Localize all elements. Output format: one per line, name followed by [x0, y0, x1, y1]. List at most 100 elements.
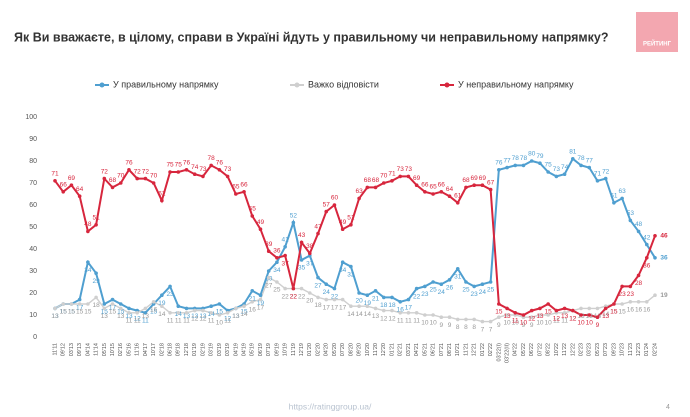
value-label: 13 [191, 313, 199, 320]
value-label: 8 [472, 324, 476, 331]
x-tick-label: 05'23 [595, 343, 601, 356]
point [299, 286, 304, 291]
point [307, 291, 312, 295]
point [546, 302, 550, 306]
x-tick-label: 04'22 [513, 343, 519, 356]
value-label: 11 [175, 318, 182, 325]
point [628, 300, 633, 304]
x-tick-label: 03'23 [587, 343, 593, 356]
value-label: 27 [265, 282, 273, 289]
value-label: 75 [175, 162, 183, 169]
point [612, 201, 616, 205]
value-label: 17 [257, 304, 265, 311]
x-tick-label: 01'19 [192, 343, 198, 356]
point [316, 231, 320, 236]
point [118, 181, 123, 185]
logo: РЕЙТИНГ [643, 40, 672, 48]
point [316, 295, 320, 300]
point [340, 260, 345, 265]
point [653, 293, 657, 298]
x-tick-label: 06'22 [529, 343, 535, 356]
point [439, 190, 444, 194]
point [373, 306, 378, 311]
point [513, 311, 518, 315]
value-label: 21 [249, 296, 257, 303]
value-label: 70 [380, 173, 388, 180]
point [201, 174, 205, 179]
point [455, 317, 460, 322]
point [406, 174, 411, 179]
x-tick-label: 03'19 [225, 343, 231, 356]
value-label: 12 [380, 315, 388, 322]
value-label: 15 [60, 309, 68, 316]
value-label: 8 [464, 324, 468, 331]
x-tick-label: 03'13 [69, 343, 75, 356]
point [160, 304, 164, 309]
point [217, 168, 222, 172]
value-label: 11 [224, 318, 231, 325]
value-label: 10 [536, 320, 544, 327]
point [423, 190, 427, 194]
y-tick-label: 70 [29, 180, 37, 187]
value-label: 73 [224, 166, 232, 173]
point [291, 220, 296, 225]
value-label: 7 [489, 326, 493, 333]
value-label: 14 [158, 311, 166, 318]
value-label: 13 [142, 313, 150, 320]
point [390, 179, 394, 183]
value-label: 22 [290, 293, 298, 300]
point [266, 275, 271, 280]
point [143, 306, 148, 311]
value-label: 69 [479, 175, 487, 182]
value-label: 38 [306, 243, 314, 250]
point [505, 165, 509, 170]
x-tick-label: 04'19 [233, 343, 239, 356]
value-label: 10 [577, 320, 585, 327]
legend-marker [444, 82, 450, 88]
value-label: 11 [413, 318, 420, 325]
value-label: 18 [92, 302, 100, 309]
x-tick-label: 05'20 [332, 343, 338, 356]
point [110, 185, 115, 190]
value-label: 22 [413, 293, 421, 300]
value-label: 46 [660, 233, 668, 240]
value-label: 15 [495, 309, 503, 316]
point [447, 278, 452, 282]
x-tick-label: 02'21 [398, 343, 404, 356]
x-tick-label: 01'24 [644, 343, 650, 356]
x-tick-label: 02'24 [652, 343, 658, 356]
point [357, 196, 361, 201]
x-tick-label: 09'20 [357, 343, 363, 356]
value-label: 13 [536, 313, 544, 320]
value-label: 64 [446, 186, 454, 193]
value-label: 9 [530, 322, 534, 329]
point [275, 255, 279, 260]
point [184, 168, 189, 172]
x-tick-label: 12'22 [570, 343, 576, 356]
value-label: 70 [150, 173, 158, 180]
x-tick-label: 02'22 [488, 343, 494, 356]
value-label: 71 [51, 171, 59, 178]
x-tick-label: 11'19 [291, 343, 297, 356]
value-label: 77 [586, 157, 594, 164]
x-tick-label: 11'21 [463, 343, 469, 356]
x-tick-label: 11'11 [52, 343, 58, 355]
point [579, 163, 583, 168]
y-tick-label: 20 [29, 290, 37, 297]
value-label: 68 [364, 177, 372, 184]
point [192, 308, 197, 313]
x-tick-label: 03'21 [406, 343, 412, 356]
value-label: 23 [166, 291, 174, 298]
value-label: 19 [364, 300, 372, 307]
y-tick-label: 30 [29, 268, 37, 275]
value-label: 32 [347, 271, 355, 278]
value-label: 13 [199, 313, 207, 320]
point [538, 313, 542, 317]
point [184, 311, 189, 315]
value-label: 34 [273, 267, 281, 274]
point [365, 293, 370, 298]
value-label: 72 [142, 168, 150, 175]
x-tick-label: 02'23 [578, 343, 584, 356]
value-label: 17 [331, 304, 339, 311]
value-label: 71 [594, 171, 602, 178]
